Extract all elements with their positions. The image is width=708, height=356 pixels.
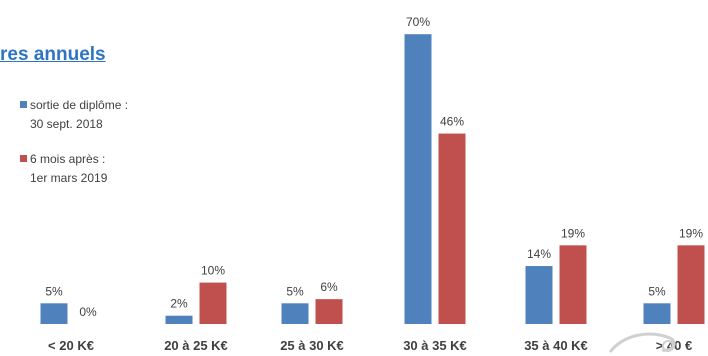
- bar-series2: [315, 299, 343, 324]
- data-label: 2%: [170, 297, 188, 311]
- legend-swatch-red: [20, 155, 27, 162]
- legend-label: sortie de diplôme :: [30, 98, 129, 112]
- bar-series1: [643, 303, 671, 324]
- legend-label: 6 mois après :: [30, 152, 106, 166]
- category-label: 20 à 25 K€: [164, 338, 228, 353]
- bar-series1: [281, 303, 309, 324]
- data-label: 19%: [561, 226, 585, 240]
- legend-sublabel: 1er mars 2019: [30, 171, 108, 185]
- bar-series1: [165, 315, 193, 324]
- data-label: 0%: [79, 305, 97, 319]
- data-label: 10%: [201, 264, 225, 278]
- chart-title: res annuels: [0, 44, 106, 65]
- legend-swatch-blue: [20, 101, 27, 108]
- data-label: 6%: [320, 280, 338, 294]
- bar-series1: [404, 34, 432, 324]
- data-label: 5%: [286, 284, 304, 298]
- bar-series2: [438, 133, 466, 324]
- legend-item-series-1: sortie de diplôme : 30 sept. 2018: [20, 96, 128, 134]
- data-label: 5%: [648, 284, 666, 298]
- bar-series2: [199, 282, 227, 324]
- watermark-logo: [608, 332, 676, 353]
- category-label: 25 à 30 K€: [280, 338, 344, 353]
- bar-series2: [559, 245, 587, 324]
- data-label: 14%: [527, 247, 551, 261]
- data-label: 46%: [440, 115, 464, 129]
- data-label: 70%: [406, 15, 430, 29]
- bar-series1: [525, 266, 553, 324]
- category-label: < 20 K€: [48, 338, 94, 353]
- category-label: 35 à 40 K€: [524, 338, 588, 353]
- category-label: 30 à 35 K€: [403, 338, 467, 353]
- bar-series1: [40, 303, 68, 324]
- legend-item-series-2: 6 mois après : 1er mars 2019: [20, 150, 107, 188]
- data-label: 5%: [45, 284, 63, 298]
- data-label: 19%: [679, 226, 703, 240]
- legend-sublabel: 30 sept. 2018: [30, 117, 103, 131]
- bar-series2: [677, 245, 705, 324]
